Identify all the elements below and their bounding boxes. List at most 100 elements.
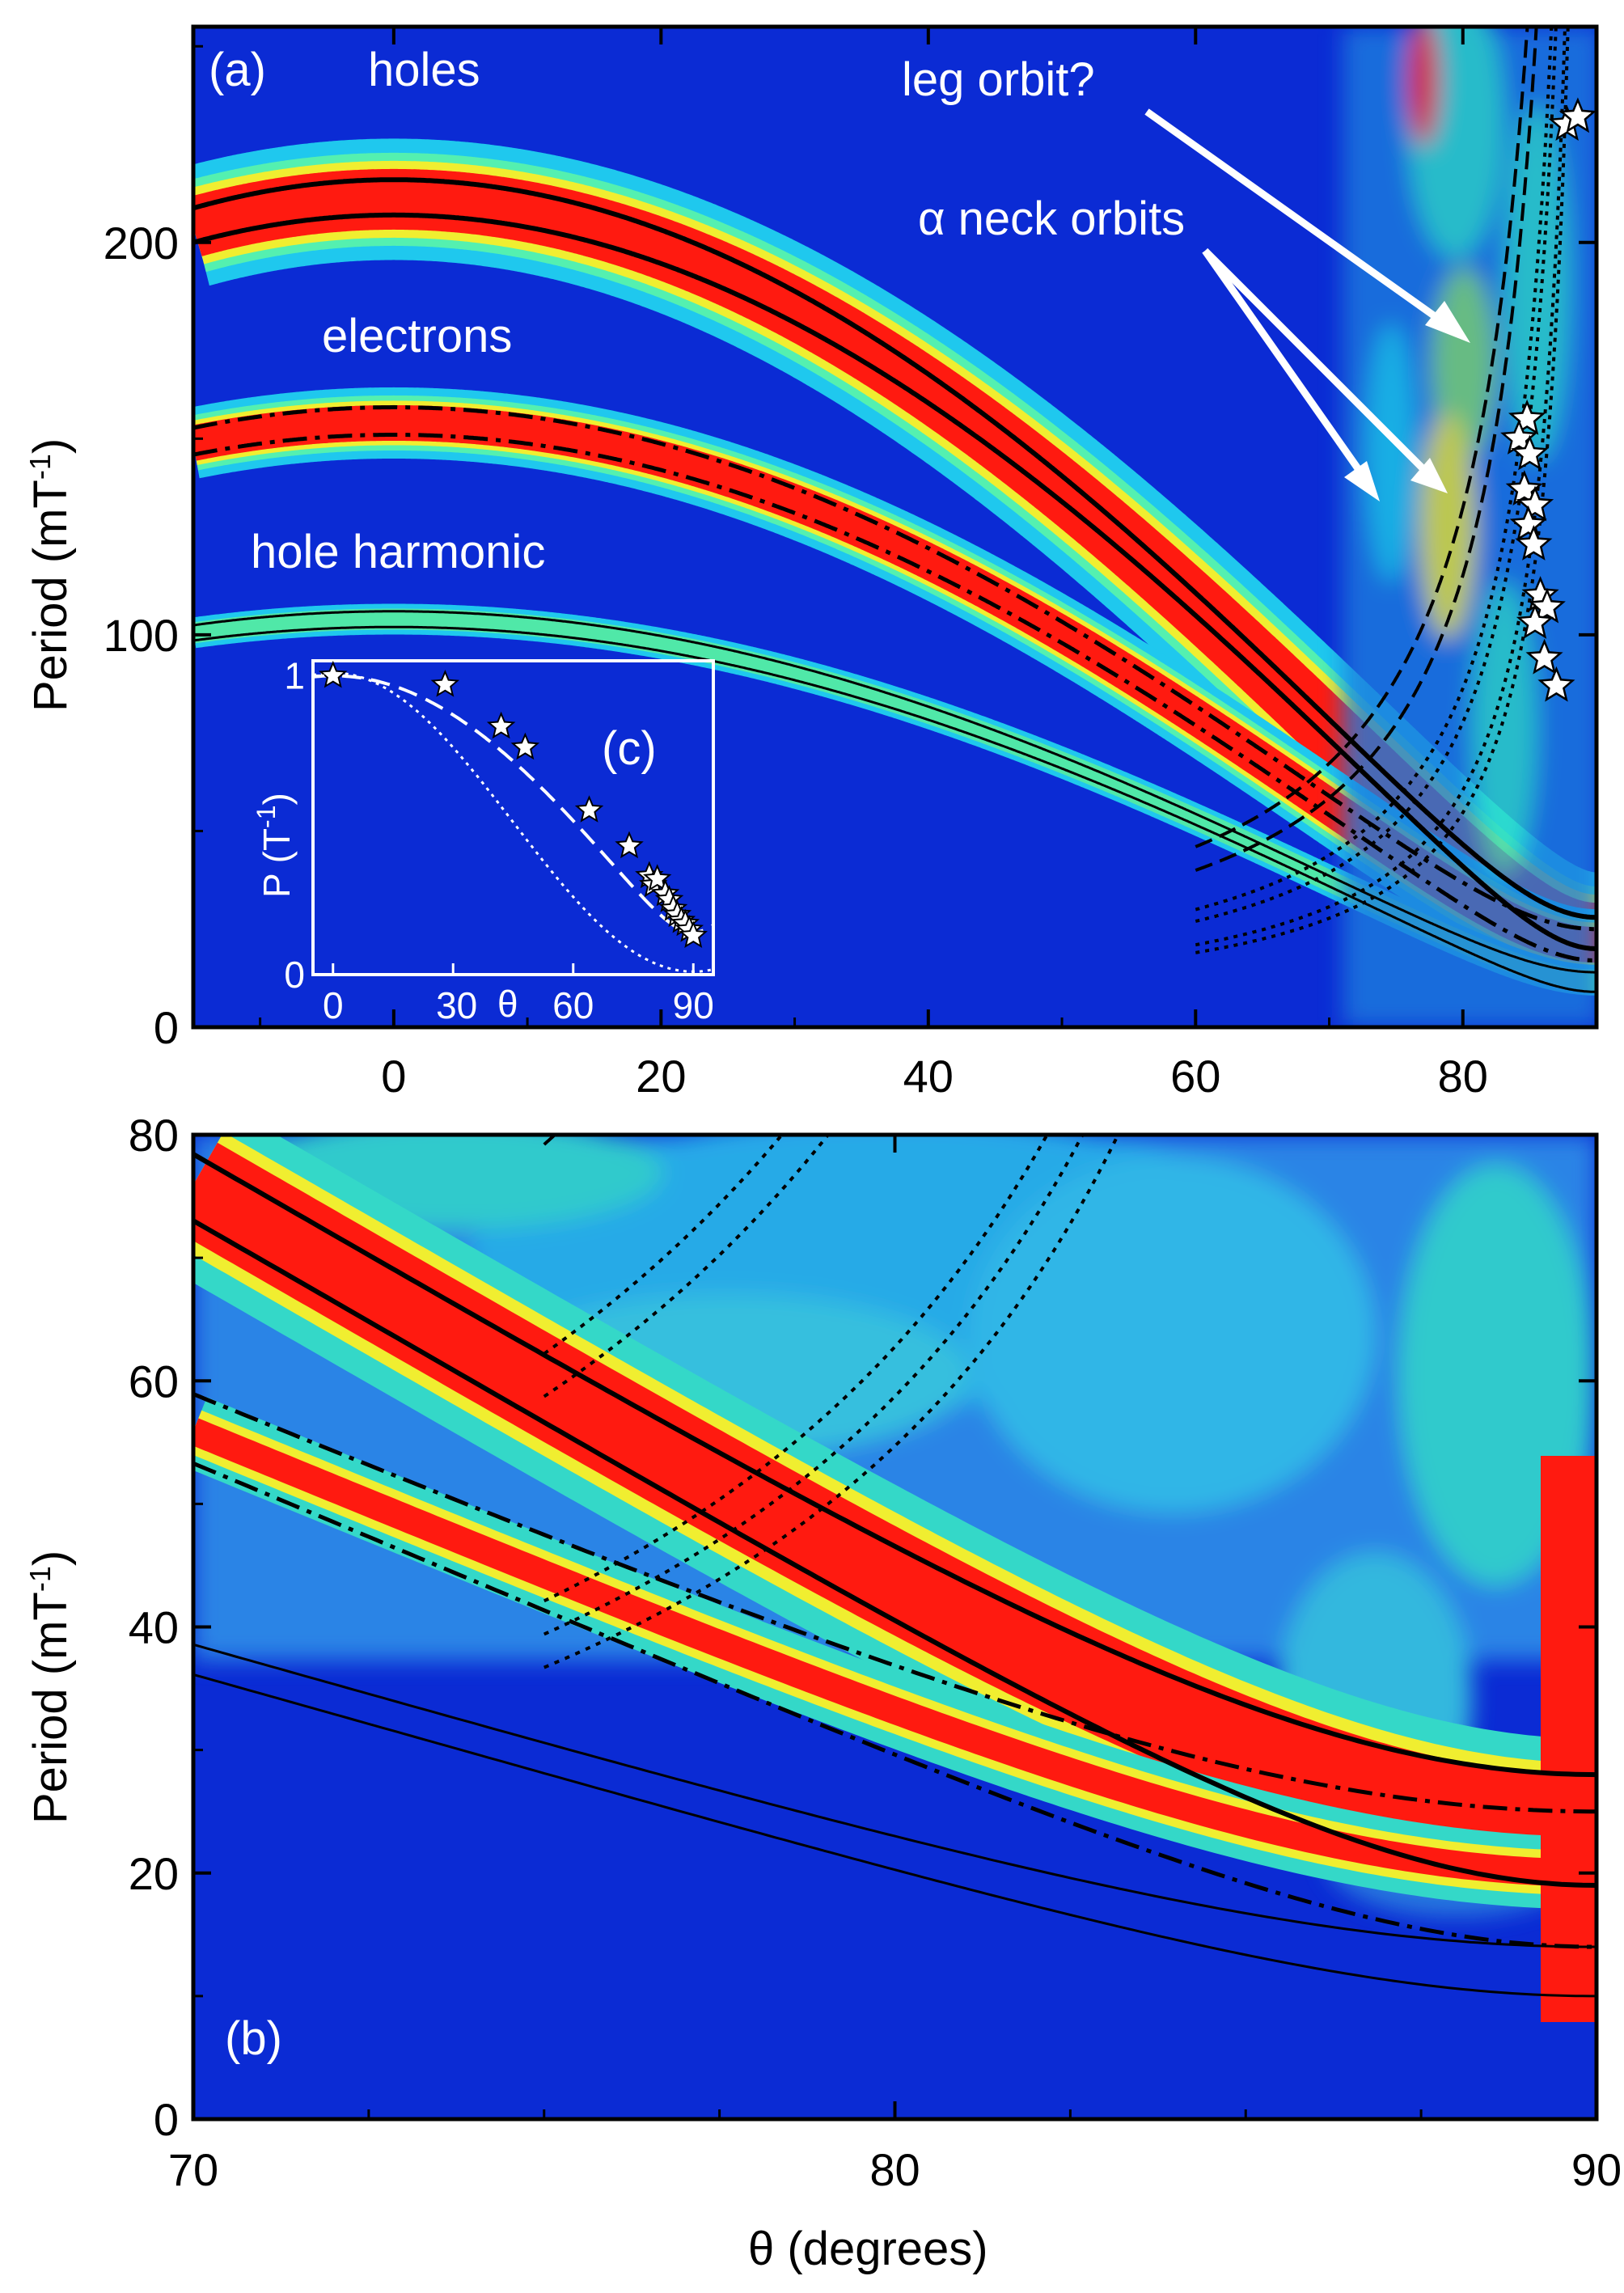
panel-a-fit-curves bbox=[193, 177, 1597, 993]
c-xtick-label-1: 30 bbox=[436, 984, 477, 1026]
a-ytick-label-0: 0 bbox=[154, 1002, 179, 1053]
panel-c-ylabel-close: ) bbox=[256, 793, 298, 805]
fit-curve-b-4 bbox=[193, 1643, 1597, 1948]
a-xtick-label-2: 40 bbox=[903, 1051, 954, 1102]
panel-c-axes: 0 30 60 90 0 1 bbox=[284, 654, 713, 1026]
panel-b-ylabel-close: ) bbox=[24, 1551, 77, 1566]
c-ytick-label-0: 0 bbox=[284, 954, 305, 996]
panel-c-xlabel: θ bbox=[497, 983, 518, 1025]
a-ytick-label-1: 100 bbox=[104, 610, 179, 661]
panel-b-xlabel: θ (degrees) bbox=[748, 2223, 988, 2275]
a-xtick-label-4: 80 bbox=[1438, 1051, 1488, 1102]
panel-b-label: (b) bbox=[225, 2012, 282, 2065]
annotation-neck-orbits: α neck orbits bbox=[918, 192, 1185, 245]
c-xtick-label-2: 60 bbox=[552, 984, 594, 1026]
fit-curve-b-1 bbox=[193, 1218, 1597, 1888]
fit-curve-b-3 bbox=[193, 1461, 1597, 1949]
star-marker-c-16 bbox=[679, 920, 708, 949]
neck-curve-a-3 bbox=[1195, 27, 1554, 912]
panel-c-label: (c) bbox=[602, 722, 657, 775]
panel-b-ylabel-sup: -1 bbox=[23, 1566, 57, 1592]
panel-a-ylabel-main: Period (mT bbox=[24, 480, 77, 712]
annotation-holes: holes bbox=[368, 44, 480, 96]
star-marker-c-3 bbox=[510, 732, 540, 760]
b-ytick-label-2: 40 bbox=[129, 1602, 179, 1653]
b-xtick-label-1: 80 bbox=[869, 2144, 920, 2195]
panel-b-heat-bands bbox=[193, 1135, 1597, 2022]
annotation-hole-harmonic: hole harmonic bbox=[251, 526, 545, 578]
panel-c-ylabel: P (T-1) bbox=[252, 793, 298, 898]
fit-curve-a-3 bbox=[193, 433, 1597, 962]
panel-c-frame bbox=[311, 659, 715, 976]
panel-b-ylabel: Period (mT-1) bbox=[23, 1551, 78, 1824]
neck-curve-a-2 bbox=[1195, 27, 1558, 923]
star-marker-a-12 bbox=[1525, 638, 1563, 675]
annotation-leg-orbit: leg orbit? bbox=[902, 53, 1095, 106]
panel-a-label: (a) bbox=[209, 44, 266, 96]
panel-a-ylabel: Period (mT-1) bbox=[23, 438, 78, 712]
neck-curve-a-5 bbox=[1195, 27, 1529, 848]
panel-c-ylabel-main: P (T bbox=[256, 828, 298, 898]
star-marker-a-4 bbox=[1511, 434, 1549, 471]
star-marker-a-11 bbox=[1516, 603, 1554, 639]
panel-c-ylabel-sup: -1 bbox=[252, 805, 281, 827]
star-marker-a-8 bbox=[1515, 525, 1553, 561]
panel-c-inset: 0 30 60 90 0 1 (c) θ P (T-1) bbox=[252, 654, 715, 1026]
star-marker-c-5 bbox=[615, 831, 644, 859]
star-marker-c-1 bbox=[430, 670, 460, 697]
fit-curve-a-0 bbox=[193, 177, 1597, 920]
panel-b-neck-curves bbox=[543, 1135, 1120, 1669]
c-curve-dotted bbox=[313, 671, 713, 973]
heat-band-b-0-2 bbox=[193, 1142, 1597, 1872]
panel-a-star-markers bbox=[1500, 97, 1597, 702]
fit-curve-b-0 bbox=[193, 1152, 1597, 1778]
fit-curve-a-2 bbox=[193, 405, 1597, 932]
star-marker-a-7 bbox=[1509, 505, 1547, 541]
panel-a-neck-curves bbox=[1195, 27, 1570, 954]
annotation-arrows bbox=[1144, 108, 1470, 501]
star-marker-c-0 bbox=[319, 661, 348, 688]
panel-b-fit-curves bbox=[193, 1152, 1597, 1998]
panel-a-high-angle-noise bbox=[1343, 27, 1597, 1027]
neck-curve-a-4 bbox=[1195, 27, 1538, 872]
panel-c-star-markers bbox=[319, 661, 708, 949]
star-marker-c-2 bbox=[486, 711, 516, 739]
star-marker-a-13 bbox=[1537, 666, 1575, 702]
a-xtick-label-3: 60 bbox=[1170, 1051, 1220, 1102]
fit-curve-b-2 bbox=[193, 1392, 1597, 1814]
panel-a-frame bbox=[191, 24, 1599, 1030]
a-xtick-label-1: 20 bbox=[636, 1051, 686, 1102]
panel-b-axes: 70 80 90 0 20 40 60 80 bbox=[129, 1110, 1622, 2195]
c-ytick-label-1: 1 bbox=[284, 654, 305, 696]
panel-b: 70 80 90 0 20 40 60 80 (b) bbox=[129, 1110, 1622, 2195]
neck-curve-b-1 bbox=[543, 1135, 1085, 1636]
b-ytick-label-1: 20 bbox=[129, 1848, 179, 1899]
annotation-electrons: electrons bbox=[322, 310, 512, 362]
c-xtick-label-0: 0 bbox=[323, 984, 344, 1026]
panel-c-model-curves bbox=[313, 671, 713, 973]
b-xtick-label-0: 70 bbox=[168, 2144, 218, 2195]
fit-curve-b-5 bbox=[193, 1673, 1597, 1998]
panel-a-ylabel-sup: -1 bbox=[23, 454, 57, 480]
fit-curve-a-1 bbox=[193, 212, 1597, 951]
panel-a-ylabel-close: ) bbox=[24, 438, 77, 454]
neck-curve-b-2 bbox=[543, 1135, 1049, 1603]
neck-curve-b-4 bbox=[543, 1135, 785, 1356]
b-ytick-label-3: 60 bbox=[129, 1356, 179, 1407]
b-xtick-label-2: 90 bbox=[1571, 2144, 1622, 2195]
neck-curve-a-0 bbox=[1195, 27, 1570, 954]
b-ytick-label-4: 80 bbox=[129, 1110, 179, 1161]
heat-band-b-1-2 bbox=[193, 1418, 1597, 1887]
b-ytick-label-0: 0 bbox=[154, 2094, 179, 2145]
red-column-b bbox=[1541, 1456, 1597, 2022]
c-curve-dashed bbox=[313, 674, 713, 934]
star-marker-a-1 bbox=[1558, 97, 1597, 133]
a-xtick-label-0: 0 bbox=[381, 1051, 406, 1102]
panel-a-heat-bands bbox=[193, 138, 1597, 996]
panel-b-ylabel-main: Period (mT bbox=[24, 1592, 77, 1824]
a-ytick-label-2: 200 bbox=[104, 218, 179, 269]
star-marker-c-4 bbox=[574, 795, 604, 823]
